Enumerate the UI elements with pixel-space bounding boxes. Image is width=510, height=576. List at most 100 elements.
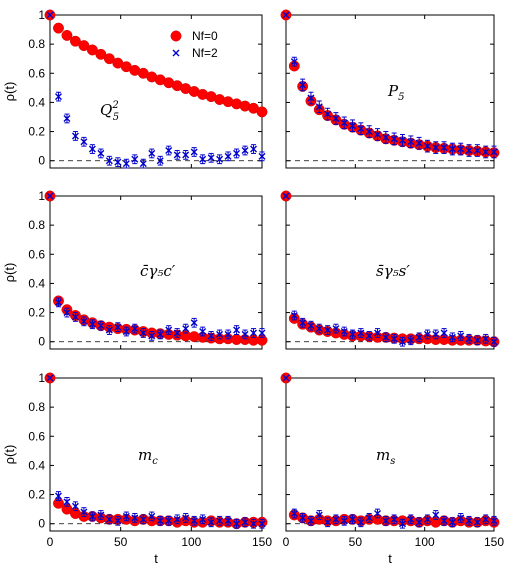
point-nf2: [332, 325, 340, 333]
point-nf2: [139, 515, 147, 523]
point-nf0: [53, 22, 64, 34]
y-tick-label: 0: [38, 517, 45, 531]
point-nf2: [165, 326, 173, 334]
y-tick-label: 0.2: [28, 488, 45, 502]
point-nf2: [332, 515, 340, 523]
point-nf2: [290, 510, 298, 518]
point-nf2: [465, 517, 473, 525]
point-nf2: [423, 142, 431, 150]
point-nf2: [349, 515, 357, 523]
panel-label: ms: [376, 446, 395, 467]
point-nf2: [250, 145, 258, 153]
point-nf2: [173, 515, 181, 523]
point-nf0: [61, 29, 73, 41]
point-nf0: [86, 44, 98, 56]
point-nf2: [114, 158, 122, 166]
x-tick-label: 0: [283, 535, 290, 549]
point-nf2: [423, 330, 431, 338]
y-tick-label: 0.4: [28, 95, 45, 109]
point-nf2: [139, 160, 147, 168]
point-nf2: [122, 328, 130, 336]
legend-label-nf0: Nf=0: [192, 29, 218, 43]
legend: Nf=0 Nf=2: [170, 29, 218, 60]
point-nf2: [97, 149, 105, 157]
axes-frame: [285, 14, 495, 169]
point-nf0: [78, 40, 90, 52]
point-nf2: [482, 515, 490, 523]
point-nf2: [324, 326, 332, 334]
point-nf2: [131, 155, 139, 163]
point-nf2: [473, 336, 481, 344]
point-nf2: [105, 157, 113, 165]
point-nf2: [156, 517, 164, 525]
panel-2: P5: [280, 9, 500, 169]
point-nf2: [258, 152, 266, 160]
point-nf0: [103, 53, 115, 65]
point-nf2: [190, 148, 198, 156]
x-tick-label: 150: [252, 535, 272, 549]
axes-frame: [285, 195, 495, 350]
panel-label: s̄γ₅s′: [376, 262, 410, 280]
point-nf2: [382, 133, 390, 141]
point-nf2: [473, 518, 481, 526]
panel-4: s̄γ₅s′: [280, 190, 500, 350]
y-tick-label: 0.8: [28, 37, 45, 51]
point-nf2: [473, 147, 481, 155]
panel-label-base: c̄γ₅c′: [140, 262, 176, 280]
point-nf2: [290, 58, 298, 66]
point-nf2: [324, 110, 332, 118]
panel-label-subscript: s: [390, 456, 395, 467]
axes-frame: [49, 377, 263, 532]
point-nf2: [233, 149, 241, 157]
point-nf2: [457, 332, 465, 340]
point-nf2: [139, 329, 147, 337]
legend-marker-nf2: [172, 49, 180, 57]
point-nf2: [490, 338, 498, 346]
panel-3: 0 0.2 0.4 0.6 0.8 1 ρ(t) c̄γ₅c′: [2, 189, 268, 350]
point-nf2: [448, 518, 456, 526]
point-nf2: [63, 114, 71, 122]
point-nf2: [340, 517, 348, 525]
y-tick-label: 0.8: [28, 400, 45, 414]
point-nf2: [299, 81, 307, 89]
point-nf2: [432, 144, 440, 152]
point-nf2: [71, 502, 79, 510]
point-nf2: [250, 329, 258, 337]
point-nf2: [365, 514, 373, 522]
panel-label-base: m: [138, 446, 152, 464]
point-nf2: [54, 93, 62, 101]
x-axis-label: t: [388, 551, 392, 566]
point-nf2: [307, 94, 315, 102]
point-nf2: [233, 326, 241, 334]
point-nf2: [315, 103, 323, 111]
point-nf2: [465, 335, 473, 343]
x-tick-label: 50: [349, 535, 363, 549]
point-nf2: [173, 329, 181, 337]
legend-marker-nf0: [170, 30, 182, 42]
point-nf2: [241, 518, 249, 526]
y-axis-label: ρ(t): [2, 263, 17, 283]
point-nf2: [131, 325, 139, 333]
point-nf2: [357, 329, 365, 337]
panel-label: P5: [387, 82, 404, 103]
point-nf2: [97, 511, 105, 519]
point-nf2: [173, 151, 181, 159]
point-nf2: [88, 145, 96, 153]
point-nf2: [465, 147, 473, 155]
point-nf2: [88, 320, 96, 328]
point-nf2: [282, 192, 290, 200]
point-nf2: [182, 325, 190, 333]
point-nf2: [97, 322, 105, 330]
point-nf2: [432, 330, 440, 338]
point-nf2: [46, 192, 54, 200]
point-nf2: [432, 511, 440, 519]
point-nf2: [165, 147, 173, 155]
panel-1: 0 0.2 0.4 0.6 0.8 1 ρ(t) Q2 5: [2, 8, 268, 169]
point-nf2: [315, 511, 323, 519]
axes-frame: [49, 14, 263, 169]
point-nf2: [423, 515, 431, 523]
point-nf2: [250, 520, 258, 528]
point-nf2: [482, 335, 490, 343]
point-nf2: [374, 510, 382, 518]
